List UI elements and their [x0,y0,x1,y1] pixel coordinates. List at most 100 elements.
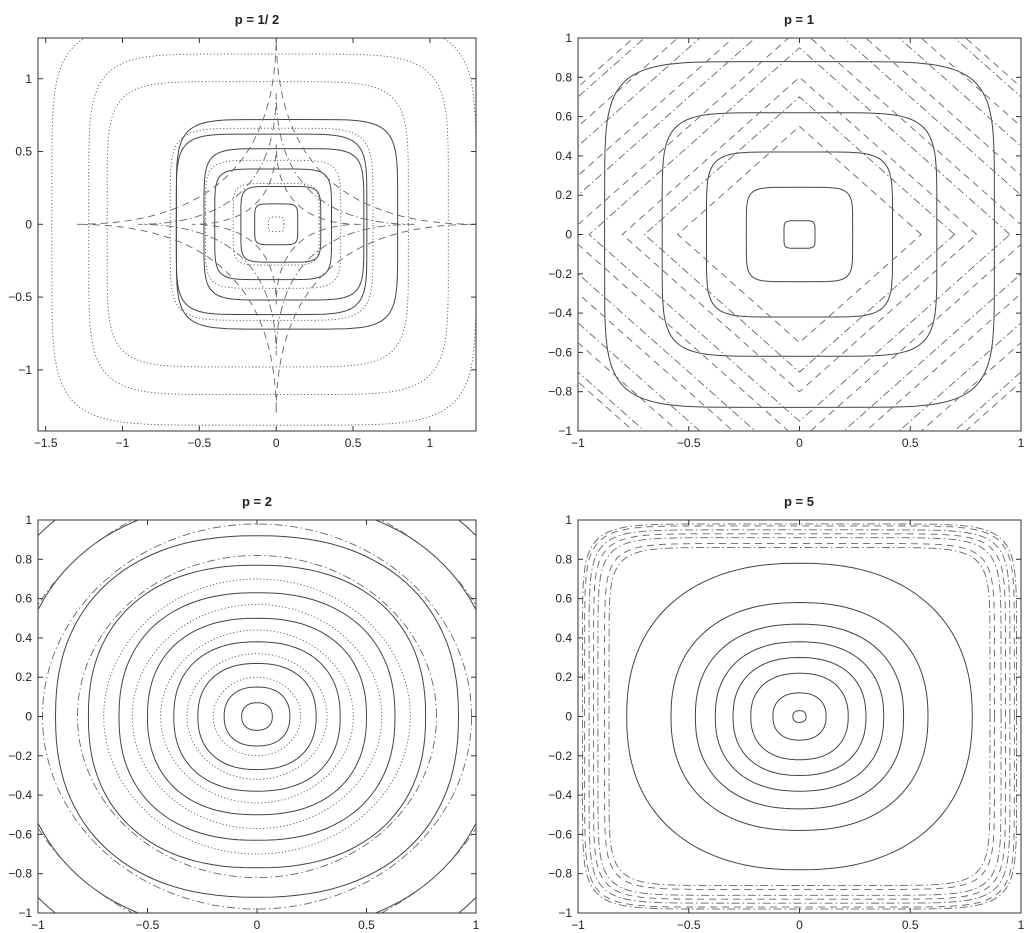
x-tick-label: 0.5 [902,918,919,932]
solid-contour-line [175,118,399,330]
y-tick-label: 0 [25,710,32,724]
dashed-contour-line [578,38,1021,431]
x-tick-label: 1 [473,918,480,932]
dotted-contour-line [169,127,374,321]
dashed-contour-line [677,125,922,344]
dashed-reference-curve [191,144,361,305]
x-tick-label: 0 [254,918,261,932]
plot-frame [37,37,477,432]
solid-contour-line [254,203,299,246]
solid-contour-line [223,686,291,747]
contour-panel-p-5: −1 −0.5 0 0.5 1 −1 −0.8 −0.6 −0.4 −0.2 0 0.2 0.4 0.6 0… [548,494,1024,932]
y-tick-label: −1 [18,363,32,377]
dotted-contour-line [106,81,409,368]
dashed-contour-line [578,38,1021,431]
x-tick-label: −0.5 [136,918,160,932]
dash-dot-contour-line [41,523,473,910]
y-tick-label: −0.4 [548,306,572,320]
contour-lines [51,38,476,426]
y-tick-label: 0.2 [555,670,572,684]
contour-panel-p-half: −1.5 −1 −0.5 0 0.5 1 −1 −0.5 0 0.5 1 p = 1/ 2 [8,12,477,450]
contour-panel-p-2: −1 −0.5 0 0.5 1 −1 −0.8 −0.6 −0.4 −0.2 0 0.2 0.4 0.6 0… [8,494,480,932]
solid-contour-line [732,656,867,777]
x-tick-label: 0 [273,436,280,450]
contour-panel-p-1: −1 −0.5 0 0.5 1 −1 −0.8 −0.6 −0.4 −0.2 0 0.2 0.4 0.6 0… [548,12,1024,450]
y-tick-label: −1 [18,906,32,920]
dash-dot-contour-line [76,554,438,879]
y-tick-label: 0.6 [555,110,572,124]
dotted-contour-line [103,578,411,855]
y-tick-label: −1 [558,906,572,920]
y-tick-label: 1 [25,513,32,527]
x-tick-label: 1 [427,436,434,450]
y-tick-label: −0.2 [548,267,572,281]
y-tick-label: 1 [565,513,572,527]
dash-dot-contour-line [597,537,1002,896]
x-tick-label: −1.5 [34,436,58,450]
x-tick-label: −1 [571,436,585,450]
dashed-contour-line [593,533,1006,900]
solid-contour-line [714,641,885,792]
dotted-contour-line [268,216,285,233]
y-tick-label: 0 [25,217,32,231]
y-tick-label: −0.6 [548,345,572,359]
solid-contour-line [750,672,849,761]
solid-contour-line [87,564,427,869]
y-tick-label: 0.4 [555,631,572,645]
y-tick-label: −0.6 [548,827,572,841]
solid-contour-line [694,623,905,810]
solid-contour-line [240,186,322,263]
x-tick-label: 0 [796,918,803,932]
dotted-contour-line [232,183,320,266]
dotted-contour-line [51,38,476,426]
solid-contour-line [38,520,476,913]
y-tick-label: −0.6 [8,827,32,841]
solid-contour-line [197,662,317,771]
x-tick-label: −0.5 [677,436,701,450]
dash-dot-contour-line [643,96,956,373]
y-tick-label: 0.8 [555,70,572,84]
y-tick-label: 0.5 [15,145,32,159]
x-tick-label: −1 [116,436,130,450]
panel-title: p = 5 [784,494,814,509]
plot-frame [577,519,1022,914]
y-tick-label: 0.2 [555,188,572,202]
y-tick-label: −0.2 [548,749,572,763]
axis-ticks: −1 −0.5 0 0.5 1 −1 −0.8 −0.6 −0.4 −0.2 0 0.2 0.4 0.6 0… [548,31,1024,450]
y-tick-label: −0.4 [548,788,572,802]
y-tick-label: −0.8 [548,867,572,881]
panel-title: p = 2 [242,494,272,509]
solid-contour-line [54,535,460,898]
dash-dot-contour-line [578,38,1021,431]
y-tick-label: −1 [558,424,572,438]
dashed-contour-line [621,76,978,393]
x-tick-label: −1 [571,918,585,932]
y-tick-label: −0.8 [548,385,572,399]
contour-lines [578,38,1021,431]
dotted-contour-line [186,653,328,780]
y-tick-label: −0.5 [8,290,32,304]
x-tick-label: −0.5 [188,436,212,450]
x-tick-label: −0.5 [677,918,701,932]
contour-lines [581,523,1018,910]
x-tick-label: 0.5 [902,436,919,450]
y-tick-label: 1 [565,31,572,45]
dash-dot-contour-line [578,38,1021,431]
x-tick-label: 0 [796,436,803,450]
y-tick-label: 0.2 [15,670,32,684]
y-tick-label: −0.4 [8,788,32,802]
dotted-contour-line [205,159,342,289]
solid-contour-line [706,151,893,318]
x-tick-label: 1 [1018,918,1024,932]
panel-title: p = 1/ 2 [235,12,279,27]
x-tick-label: 1 [1018,436,1024,450]
dashed-contour-line [578,38,1021,431]
contour-lines [38,520,476,913]
x-tick-label: 0.5 [345,436,362,450]
dashed-reference-curve [76,38,476,414]
solid-contour-line [38,520,476,913]
dotted-contour-line [212,676,302,757]
dotted-contour-line [160,629,354,804]
x-tick-label: −1 [31,918,45,932]
